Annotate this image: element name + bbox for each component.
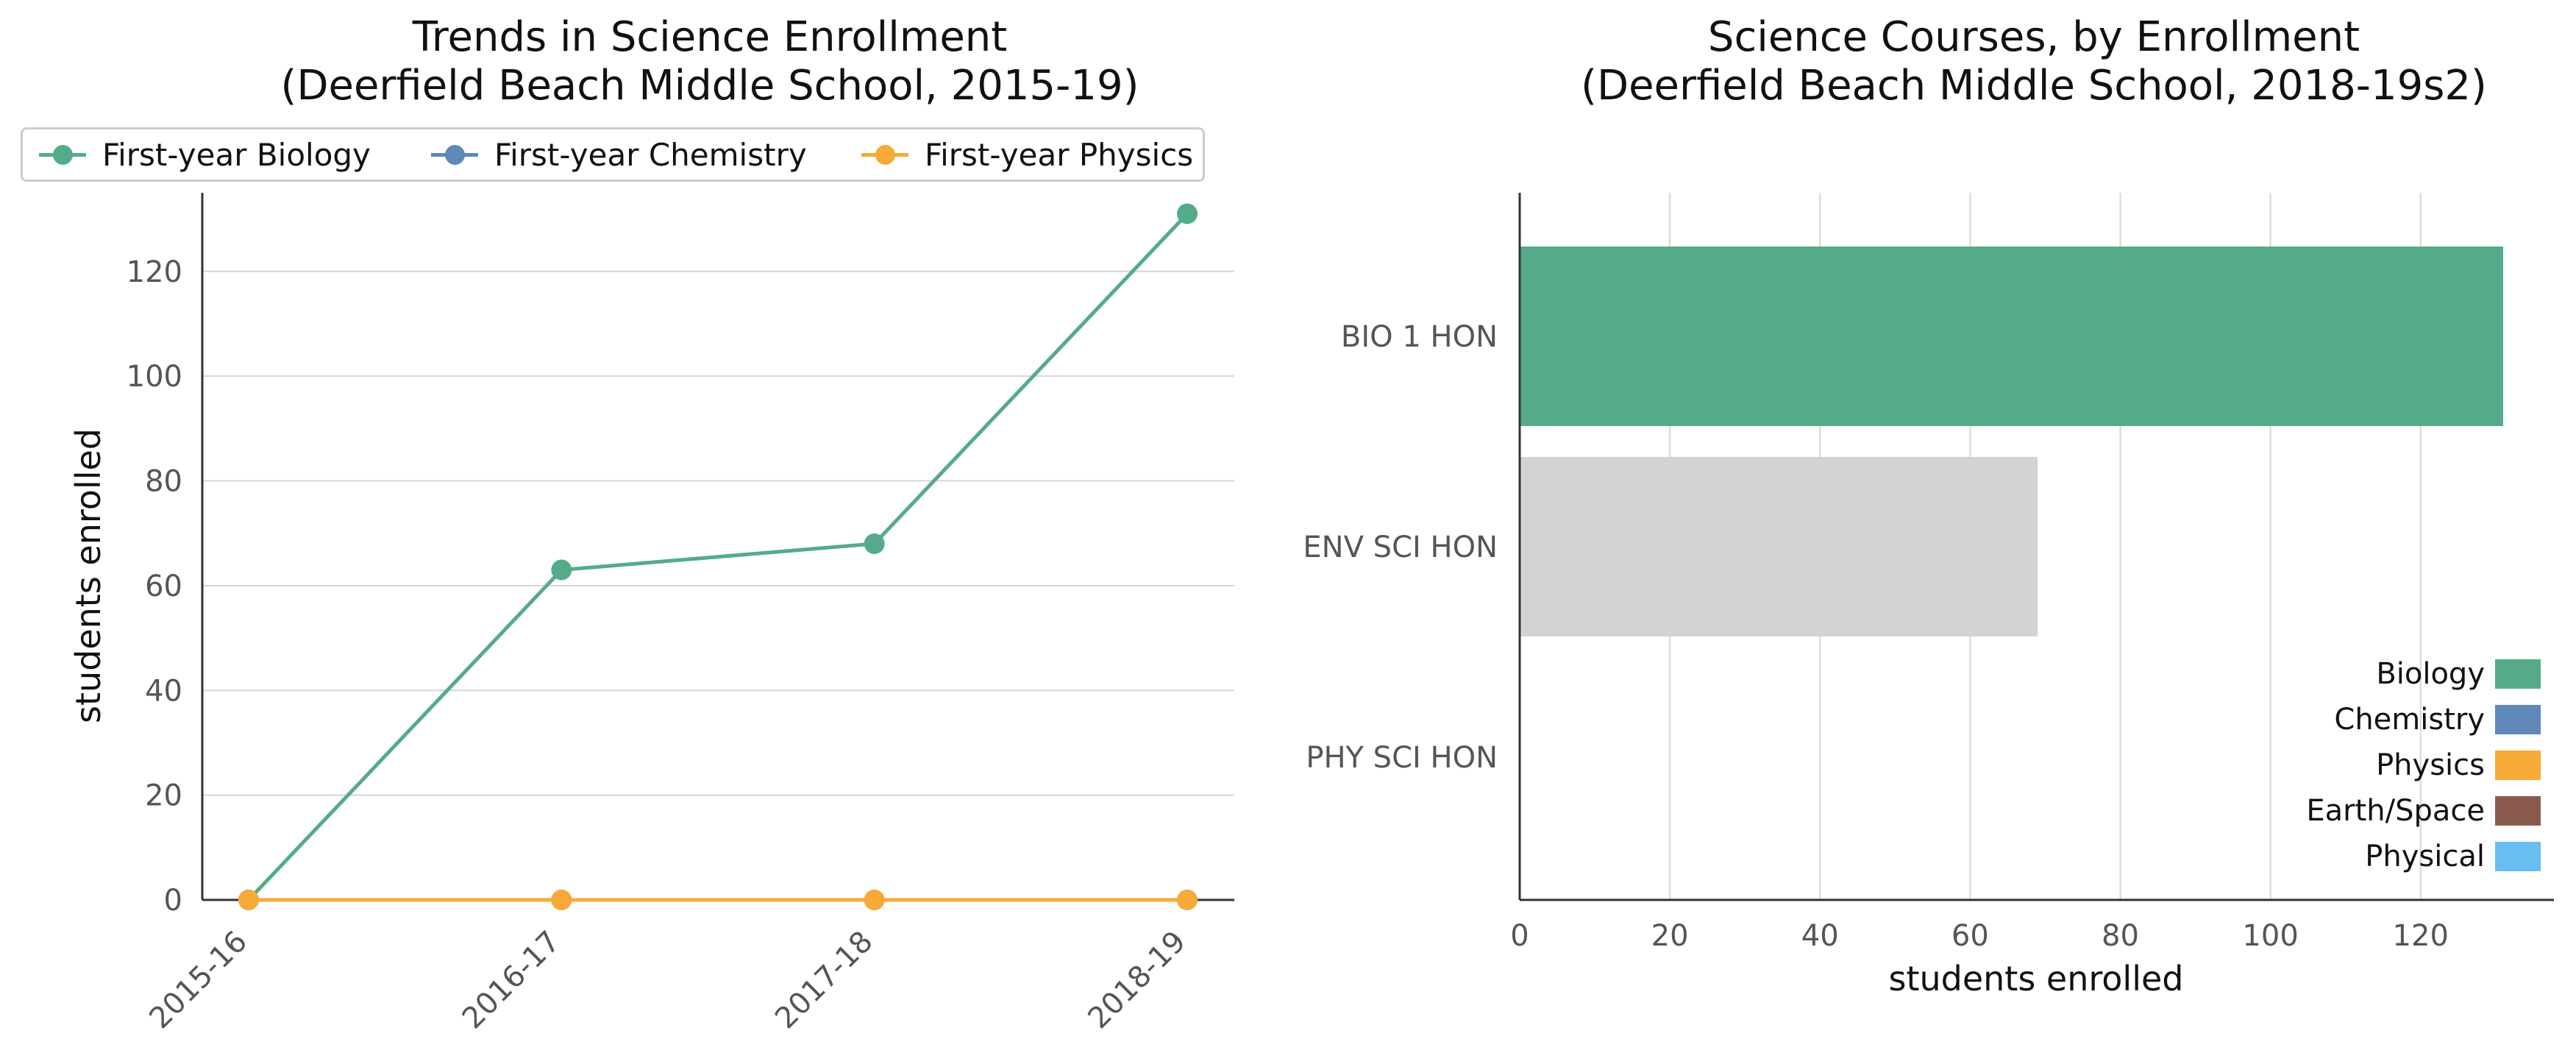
x-tick-label: 0 xyxy=(1510,919,1529,953)
line-chart-title-line-2: (Deerfield Beach Middle School, 2015-19) xyxy=(280,62,1139,110)
legend-label-chemistry-course: Chemistry xyxy=(2334,703,2485,737)
legend-item-biology: First-year Biology xyxy=(39,130,371,180)
y-tick-label: 80 xyxy=(145,465,182,499)
data-point-first-year-biology xyxy=(551,559,572,581)
x-tick-label: 60 xyxy=(1951,919,1989,953)
data-point-first-year-physics xyxy=(864,890,885,910)
category-label: ENV SCI HON xyxy=(1303,531,1498,564)
x-tick-label: 120 xyxy=(2393,919,2449,953)
legend-label-physics-course: Physics xyxy=(2376,748,2485,782)
legend-swatch-physics xyxy=(2495,751,2541,780)
legend-marker-biology xyxy=(39,140,86,169)
legend-item-chemistry-course: Chemistry xyxy=(2306,697,2541,742)
legend-label-biology: First-year Biology xyxy=(102,136,371,173)
bar-chart-title-line-2: (Deerfield Beach Middle School, 2018-19s… xyxy=(1581,62,2487,110)
x-tick-label: 20 xyxy=(1651,919,1689,953)
legend-swatch-physical xyxy=(2495,842,2541,871)
line-chart-title-line-1: Trends in Science Enrollment xyxy=(412,13,1008,61)
data-point-first-year-physics xyxy=(551,890,572,910)
x-axis-title: students enrolled xyxy=(1889,959,2184,999)
legend-label-physics: First-year Physics xyxy=(925,136,1194,173)
category-label: PHY SCI HON xyxy=(1306,741,1498,775)
x-tick-label: 40 xyxy=(1801,919,1839,953)
legend-swatch-biology xyxy=(2495,659,2541,689)
legend-item-physics: First-year Physics xyxy=(861,130,1193,180)
bar-chart-title: Science Courses, by Enrollment (Deerfiel… xyxy=(1486,13,2576,110)
x-tick-label: 80 xyxy=(2102,919,2139,953)
legend-item-biology-course: Biology xyxy=(2306,651,2541,697)
bar-chart-legend: Biology Chemistry Physics Earth/Space Ph… xyxy=(2306,651,2541,879)
legend-label-earth-space: Earth/Space xyxy=(2306,794,2485,828)
legend-swatch-chemistry xyxy=(2495,705,2541,734)
x-tick-label: 100 xyxy=(2242,919,2298,953)
line-chart-title: Trends in Science Enrollment (Deerfield … xyxy=(125,13,1295,110)
y-tick-label: 60 xyxy=(145,570,182,603)
y-tick-label: 0 xyxy=(164,884,182,918)
legend-label-biology-course: Biology xyxy=(2376,657,2485,691)
bar-bio-1-hon xyxy=(1520,247,2503,426)
legend-label-chemistry: First-year Chemistry xyxy=(494,136,807,173)
legend-item-earth-space: Earth/Space xyxy=(2306,788,2541,834)
legend-item-physics-course: Physics xyxy=(2306,742,2541,788)
data-point-first-year-biology xyxy=(1177,203,1198,224)
legend-marker-chemistry xyxy=(431,140,478,169)
line-chart-legend: First-year Biology First-year Chemistry … xyxy=(21,127,1205,182)
legend-label-physical: Physical xyxy=(2365,840,2485,873)
y-tick-label: 120 xyxy=(127,255,182,289)
y-axis-title: students enrolled xyxy=(68,428,108,723)
bar-env-sci-hon xyxy=(1520,457,2038,636)
y-tick-label: 40 xyxy=(145,674,182,708)
data-point-first-year-physics xyxy=(1177,890,1198,910)
category-label: BIO 1 HON xyxy=(1341,320,1498,354)
y-tick-label: 100 xyxy=(127,360,182,394)
data-point-first-year-biology xyxy=(864,533,885,554)
legend-marker-physics xyxy=(861,140,908,169)
legend-swatch-earth-space xyxy=(2495,796,2541,826)
y-tick-label: 20 xyxy=(145,779,182,813)
series-line-first-year-biology xyxy=(247,212,1189,901)
data-point-first-year-physics xyxy=(238,890,259,910)
legend-item-physical: Physical xyxy=(2306,834,2541,879)
bar-chart-title-line-1: Science Courses, by Enrollment xyxy=(1707,13,2360,61)
legend-item-chemistry: First-year Chemistry xyxy=(431,130,807,180)
